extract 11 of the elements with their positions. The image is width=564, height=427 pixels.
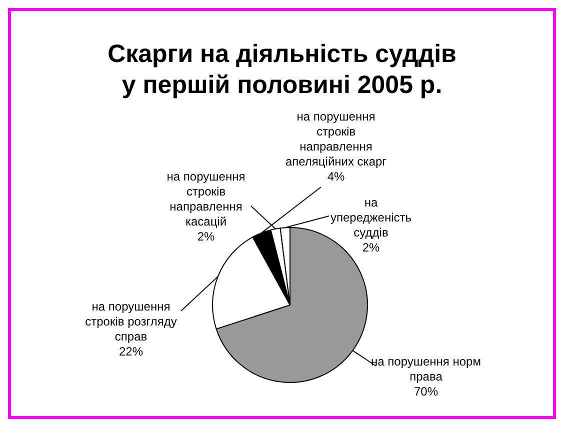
- data-label: 22%: [118, 344, 144, 358]
- slice-label: на порушення строків розгляду справ: [85, 299, 177, 344]
- data-label: 2%: [197, 229, 215, 244]
- data-label: 70%: [414, 384, 438, 398]
- chart-title: Скарги на діяльність суддів у першій половині 2005 р.: [106, 39, 458, 101]
- slice-label: на порушення норм права: [371, 354, 481, 384]
- data-label: 4%: [327, 169, 345, 184]
- data-label: 2%: [362, 240, 380, 254]
- slice-label: на порушення строків направлення апеляційних скарг: [285, 109, 388, 168]
- slice-label: на порушення строків направлення касацій: [166, 169, 246, 228]
- slice-label: на упередженість суддів: [330, 195, 412, 240]
